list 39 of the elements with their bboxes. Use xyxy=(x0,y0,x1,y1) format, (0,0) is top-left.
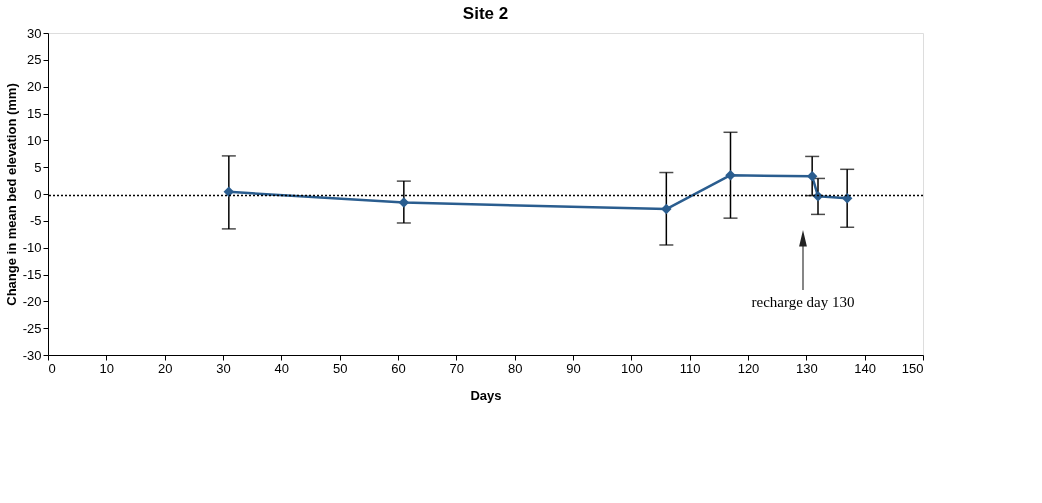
point xyxy=(223,186,235,198)
y-tick-label: 15 xyxy=(27,106,42,121)
y-tick-label: -30 xyxy=(22,347,42,363)
y-tick-label: 0 xyxy=(34,186,42,202)
x-tick-label: 110 xyxy=(679,360,701,376)
x-tick-label: 30 xyxy=(216,360,231,376)
y-tick-label: 20 xyxy=(27,79,42,95)
x-tick-label: 70 xyxy=(449,360,465,376)
y-tick-label: 25 xyxy=(27,52,42,68)
y-axis-title: Change in mean bed elevation (mm) xyxy=(3,83,19,306)
y-tick-label: 30 xyxy=(27,25,42,41)
x-tick-label: 0 xyxy=(48,360,56,376)
x-tick-label: 90 xyxy=(566,360,581,376)
x-tick-label: 40 xyxy=(274,360,290,376)
chart-title: Site 2 xyxy=(462,4,509,23)
y-tick-label: -15 xyxy=(22,267,42,282)
y-tick-label: 5 xyxy=(34,159,42,175)
point xyxy=(661,203,672,215)
y-tick-label: -10 xyxy=(22,240,42,256)
annotation: recharge day 130 xyxy=(751,294,855,310)
point xyxy=(725,169,736,181)
x-tick-label: 100 xyxy=(620,360,643,376)
x-tick-label: 120 xyxy=(737,360,760,376)
point xyxy=(398,197,410,208)
x-tick-label: 50 xyxy=(332,360,348,376)
x-tick-label: 10 xyxy=(99,360,115,376)
x-tick-label: 60 xyxy=(391,360,406,376)
y-tick-label: -25 xyxy=(22,320,42,336)
point xyxy=(841,193,853,204)
x-tick-label: 130 xyxy=(795,360,818,376)
x-tick-label: 140 xyxy=(854,360,877,376)
x-tick-label: 150 xyxy=(901,360,924,376)
point xyxy=(806,171,818,182)
x-tick-label: 20 xyxy=(157,360,173,376)
y-tick-label: -20 xyxy=(22,293,42,309)
x-axis-title: Days xyxy=(470,387,502,403)
x-tick-label: 80 xyxy=(507,360,523,376)
y-tick-label: 10 xyxy=(27,132,42,148)
y-tick-label: -5 xyxy=(29,213,42,229)
